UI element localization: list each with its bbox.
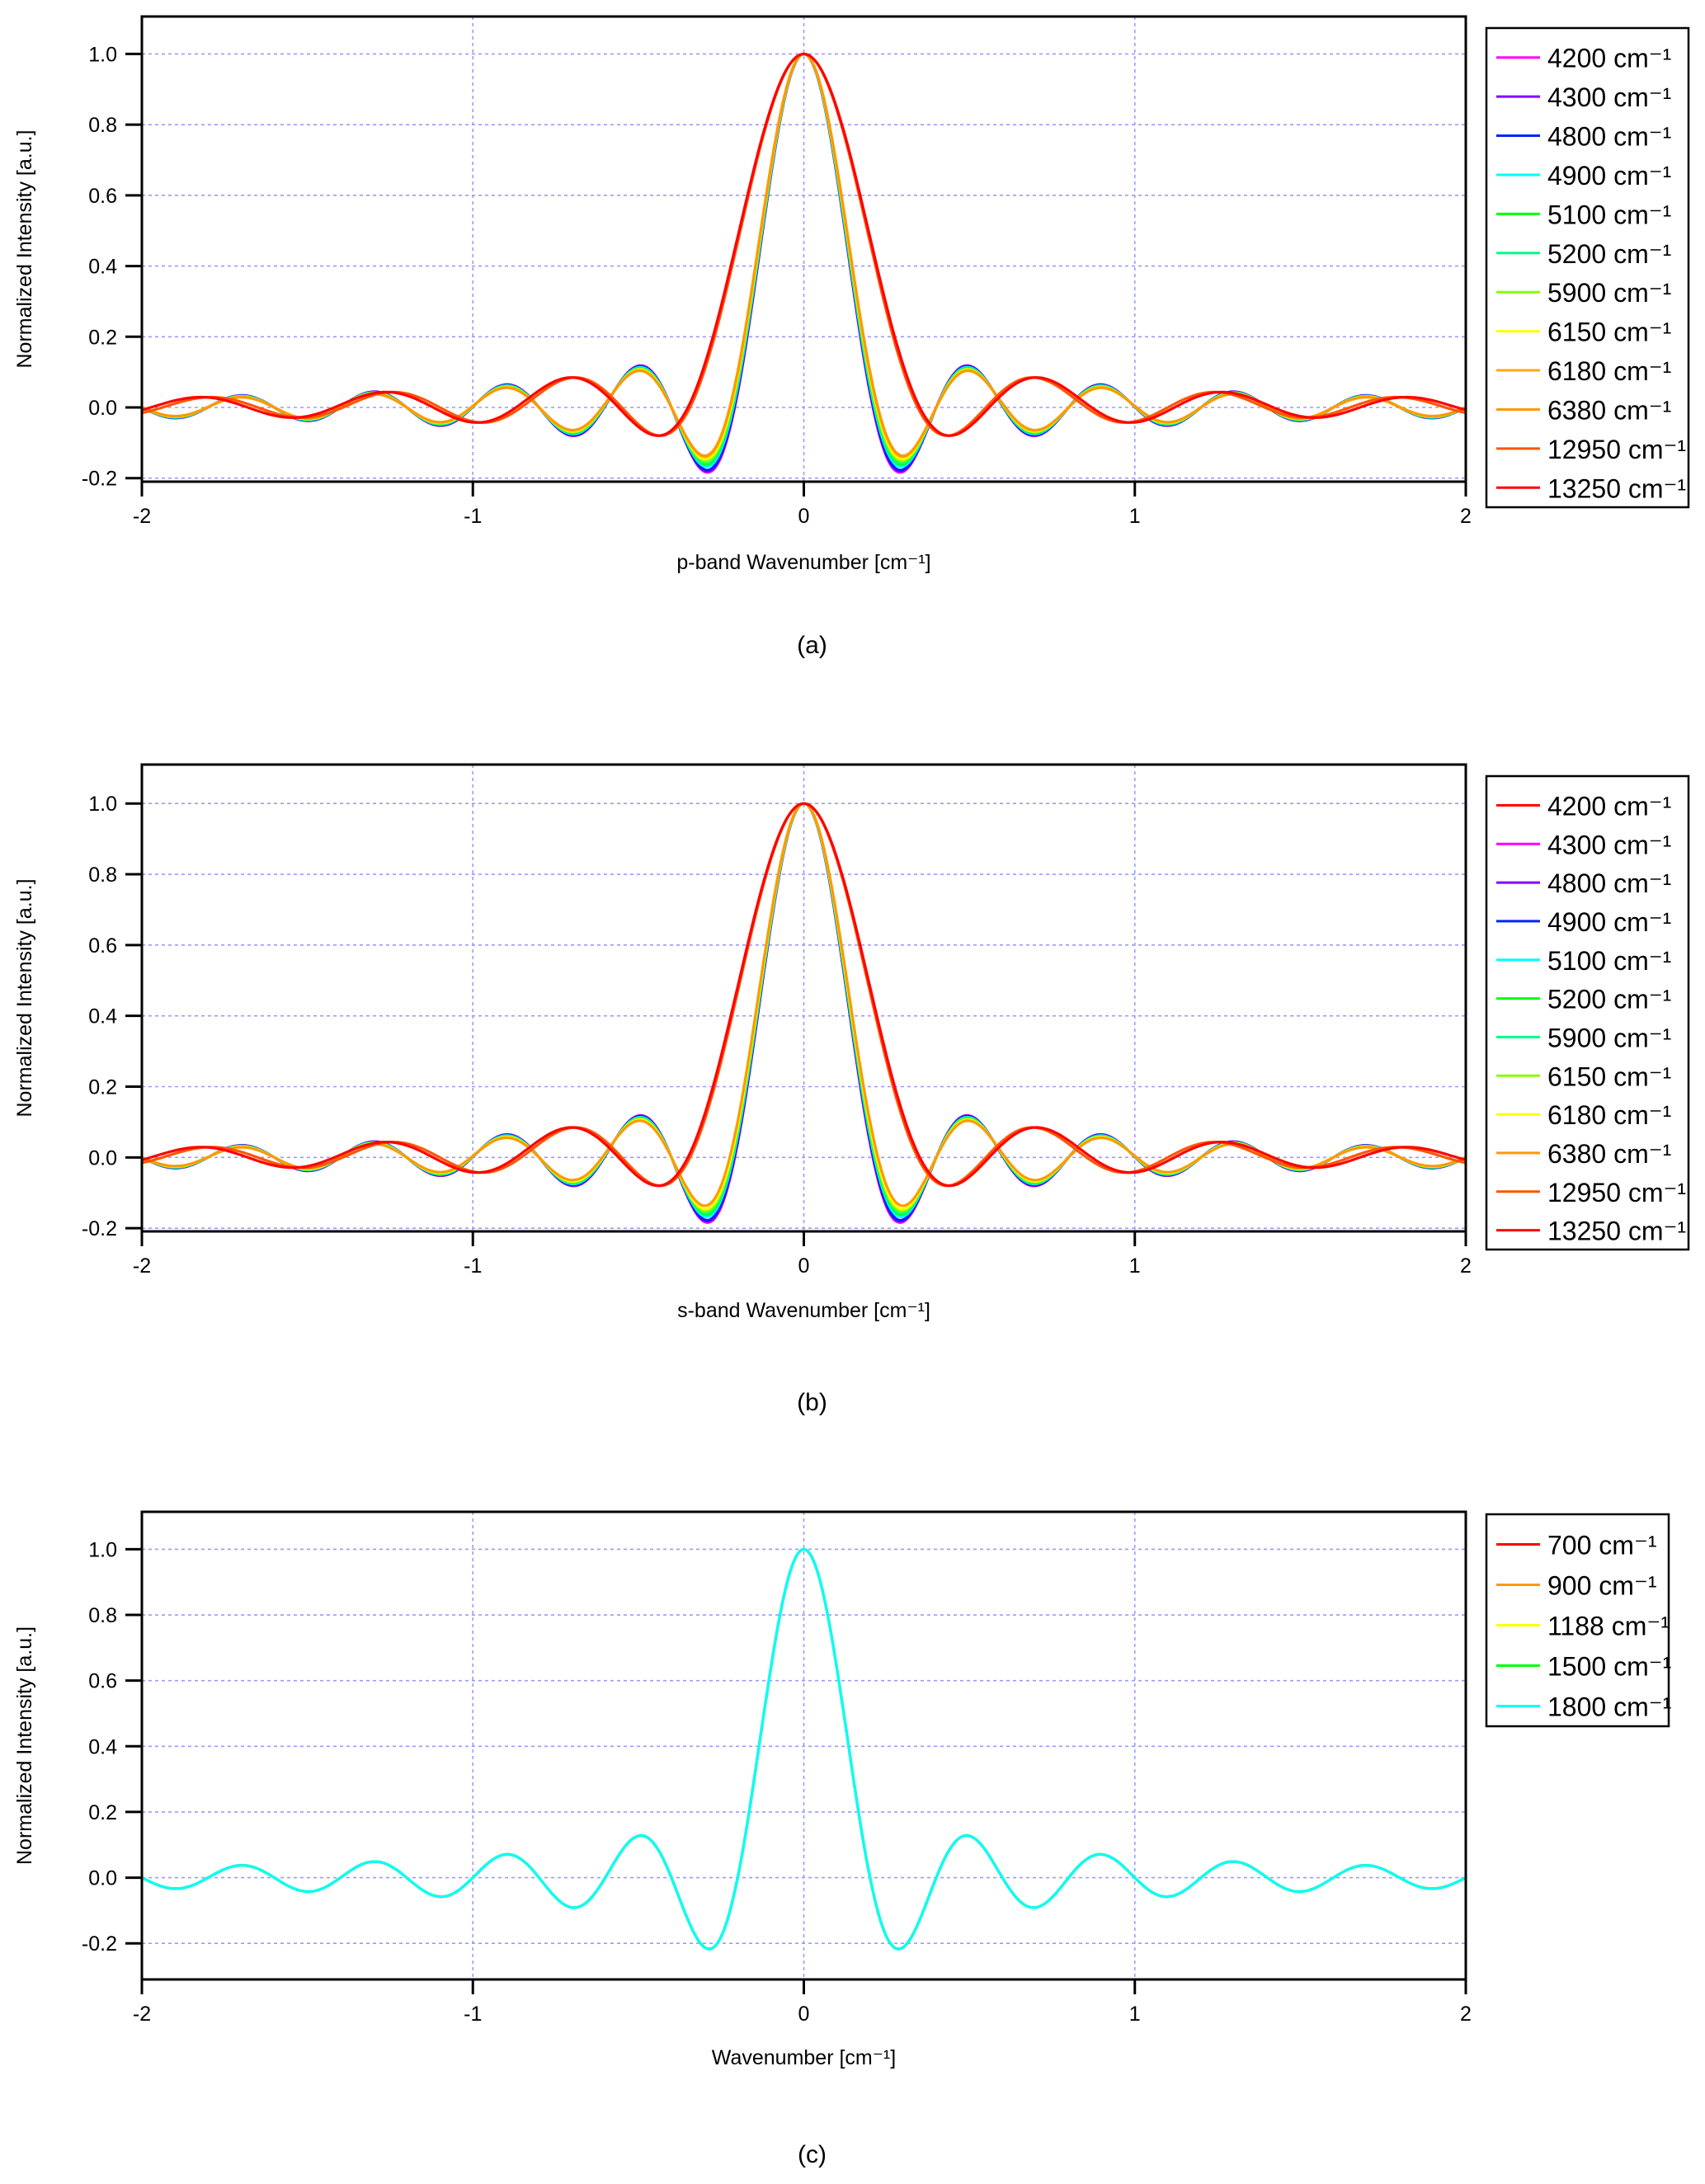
x-tick-label: 2	[1460, 1254, 1472, 1278]
legend-label: 4800 cm⁻¹	[1547, 122, 1671, 152]
legend-label: 5100 cm⁻¹	[1547, 946, 1671, 976]
x-tick-label: 1	[1129, 505, 1141, 528]
y-tick-label: 0.2	[88, 1076, 117, 1099]
legend-box	[1485, 1513, 1670, 1728]
legend-label: 6150 cm⁻¹	[1547, 318, 1671, 347]
legend-label: 6380 cm⁻¹	[1547, 1139, 1671, 1169]
y-tick-label: 0.6	[88, 934, 117, 958]
panel-caption: (c)	[798, 2141, 827, 2168]
legend-label: 5200 cm⁻¹	[1547, 239, 1671, 269]
x-tick-label: -2	[133, 1254, 151, 1278]
x-tick-label: -2	[133, 505, 151, 528]
legend-label: 6150 cm⁻¹	[1547, 1061, 1671, 1091]
y-tick-label: 0.6	[88, 1670, 117, 1693]
x-axis-label: s-band Wavenumber [cm⁻¹]	[677, 1299, 930, 1322]
legend-label: 13250 cm⁻¹	[1547, 473, 1686, 503]
x-tick-label: -1	[464, 2003, 482, 2026]
chart-panel-b: -0.2 0.0 0.2 0.4 0.6 0.8 1.0 -2 -1 0 1 2 s-band Wave…	[13, 763, 1690, 1416]
legend-label: 4900 cm⁻¹	[1547, 907, 1671, 937]
y-tick-label: 0.4	[88, 1005, 117, 1028]
series-line-13250	[142, 802, 1466, 1188]
legend-label: 6180 cm⁻¹	[1547, 356, 1671, 386]
x-axis-label: Wavenumber [cm⁻¹]	[712, 2046, 896, 2069]
legend-label: 4200 cm⁻¹	[1547, 791, 1671, 821]
x-tick-label: -2	[133, 2003, 151, 2026]
y-tick-label: 0.4	[88, 1735, 117, 1758]
legend-label: 5900 cm⁻¹	[1547, 1023, 1671, 1052]
series-line-1800	[142, 1547, 1466, 1951]
legend-label: 5200 cm⁻¹	[1547, 985, 1671, 1014]
legend-label: 6180 cm⁻¹	[1547, 1100, 1671, 1130]
legend-box	[1485, 26, 1690, 509]
legend-label: 700 cm⁻¹	[1547, 1531, 1656, 1560]
y-tick-label: 0.8	[88, 114, 117, 137]
y-tick-label: 0.8	[88, 864, 117, 887]
chart-panel-c: -0.2 0.0 0.2 0.4 0.6 0.8 1.0 -2 -1 0 1 2 Wavenumber …	[13, 1510, 1671, 2168]
y-tick-label: 0.2	[88, 1801, 117, 1824]
y-tick-label: 0.0	[88, 397, 117, 420]
legend-label: 5100 cm⁻¹	[1547, 200, 1671, 229]
x-tick-label: 2	[1460, 505, 1472, 528]
y-tick-label: 0.2	[88, 326, 117, 349]
legend-label: 13250 cm⁻¹	[1547, 1217, 1686, 1246]
x-tick-label: -1	[464, 505, 482, 528]
legend-label: 1188 cm⁻¹	[1547, 1612, 1670, 1641]
legend-label: 900 cm⁻¹	[1547, 1571, 1656, 1601]
series-line-13250	[142, 52, 1466, 437]
panel-caption: (a)	[797, 632, 827, 659]
y-tick-label: -0.2	[82, 468, 117, 491]
legend-label: 4800 cm⁻¹	[1547, 868, 1671, 898]
x-tick-label: -1	[464, 1254, 482, 1278]
y-tick-label: 0.0	[88, 1867, 117, 1890]
y-tick-label: 1.0	[88, 1538, 117, 1561]
legend: 4200 cm⁻¹ 4300 cm⁻¹ 4800 cm⁻¹ 4900 cm⁻¹ 5100…	[1485, 774, 1690, 1251]
x-tick-label: 0	[798, 1254, 810, 1278]
legend: 700 cm⁻¹ 900 cm⁻¹ 1188 cm⁻¹ 1500 cm⁻¹ 1800 c…	[1485, 1513, 1671, 1728]
x-tick-label: 0	[798, 505, 810, 528]
legend-label: 1800 cm⁻¹	[1547, 1692, 1671, 1722]
y-axis-label: Normalized Intensity [a.u.]	[13, 1626, 36, 1865]
legend-label: 4300 cm⁻¹	[1547, 82, 1671, 112]
legend-label: 1500 cm⁻¹	[1547, 1652, 1671, 1682]
y-tick-label: 0.0	[88, 1146, 117, 1170]
legend-box	[1485, 774, 1690, 1251]
legend-label: 6380 cm⁻¹	[1547, 395, 1671, 425]
legend-label: 4200 cm⁻¹	[1547, 44, 1671, 73]
legend-label: 5900 cm⁻¹	[1547, 278, 1671, 308]
x-tick-label: 0	[798, 2003, 810, 2026]
x-tick-label: 2	[1460, 2003, 1472, 2026]
legend-label: 4900 cm⁻¹	[1547, 161, 1671, 191]
y-tick-label: 0.8	[88, 1604, 117, 1627]
y-tick-label: -0.2	[82, 1217, 117, 1240]
legend-label: 12950 cm⁻¹	[1547, 435, 1686, 464]
y-tick-label: -0.2	[82, 1932, 117, 1956]
y-tick-label: 1.0	[88, 43, 117, 66]
y-axis-label: Normalized Intensity [a.u.]	[13, 129, 36, 368]
x-axis-label: p-band Wavenumber [cm⁻¹]	[676, 551, 930, 574]
legend-label: 12950 cm⁻¹	[1547, 1178, 1686, 1207]
legend: 4200 cm⁻¹ 4300 cm⁻¹ 4800 cm⁻¹ 4900 cm⁻¹ 5100…	[1485, 26, 1690, 509]
x-tick-label: 1	[1129, 2003, 1141, 2026]
y-tick-label: 1.0	[88, 793, 117, 816]
y-tick-label: 0.6	[88, 185, 117, 208]
y-tick-label: 0.4	[88, 256, 117, 279]
y-axis-label: Normalized Intensity [a.u.]	[13, 878, 36, 1117]
chart-panel-a: -0.2 0.0 0.2 0.4 0.6 0.8 1.0 -2 -1 0 1 2 p-band Wave…	[13, 15, 1690, 659]
legend-label: 4300 cm⁻¹	[1547, 830, 1671, 859]
panel-caption: (b)	[797, 1389, 827, 1416]
x-tick-label: 1	[1129, 1254, 1141, 1278]
